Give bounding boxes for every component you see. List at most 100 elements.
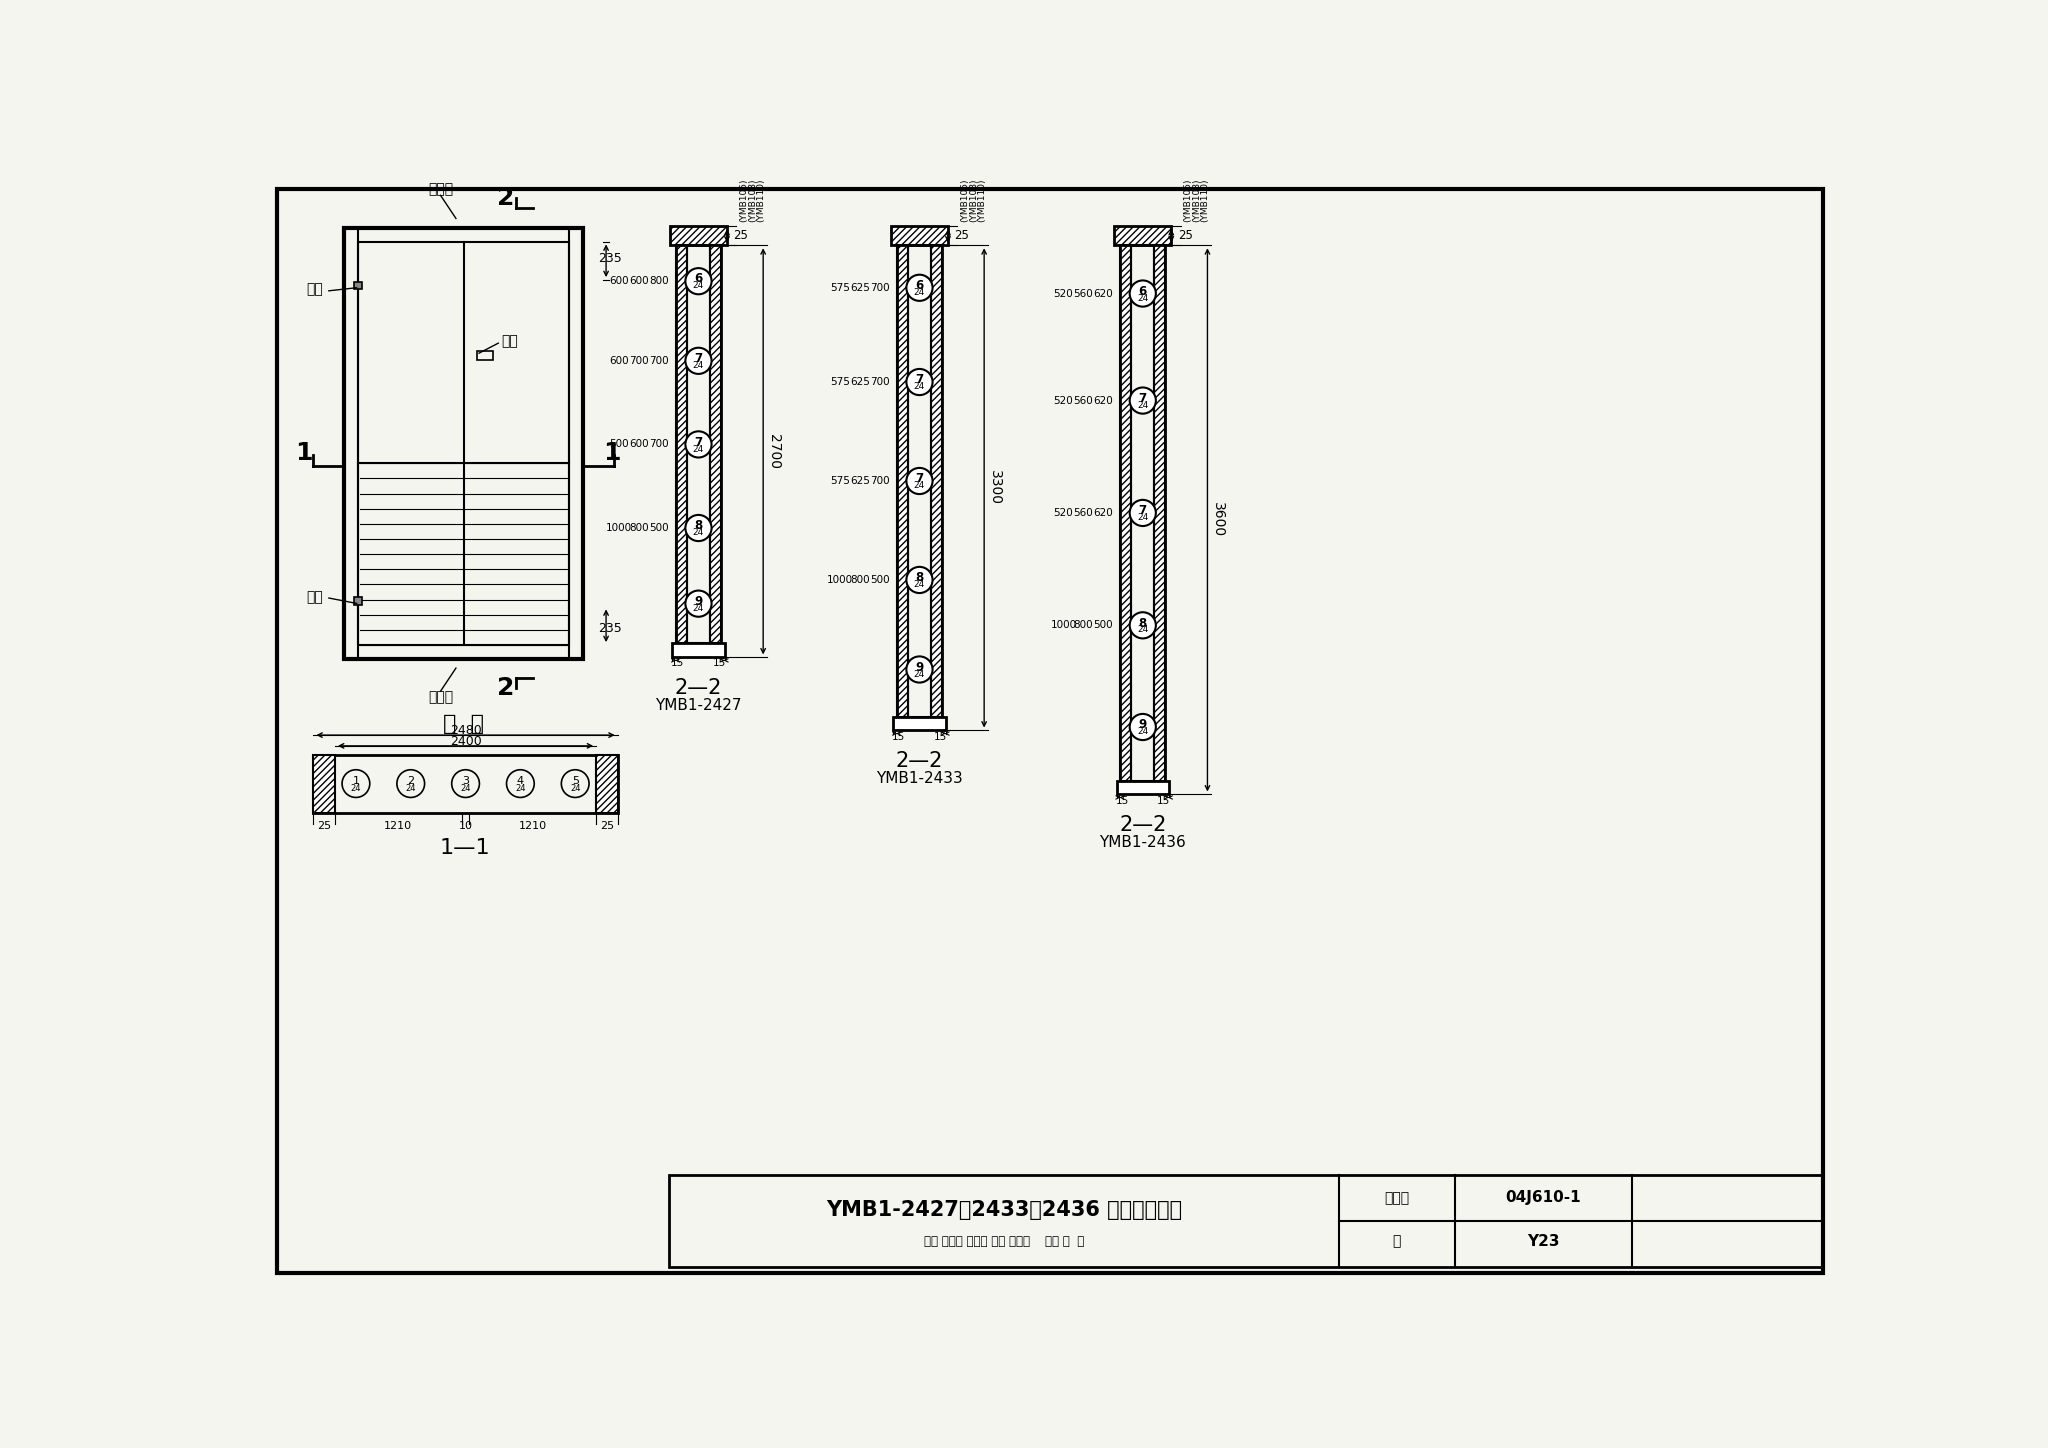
Circle shape (1130, 714, 1155, 740)
Bar (897, 245, 942, 717)
Circle shape (907, 468, 932, 494)
Text: 1—1: 1—1 (440, 837, 489, 857)
Text: 1210: 1210 (518, 821, 547, 831)
Text: 3: 3 (463, 776, 469, 785)
Text: 门月: 门月 (502, 334, 518, 349)
Text: 700: 700 (629, 356, 649, 366)
Circle shape (686, 591, 711, 617)
Text: 800: 800 (850, 575, 870, 585)
Bar (569, 227, 584, 659)
Text: 560: 560 (1073, 508, 1094, 518)
Text: (YMB108): (YMB108) (969, 178, 977, 223)
Text: 24: 24 (1137, 401, 1149, 410)
Text: 7: 7 (694, 436, 702, 449)
Text: YMB1-2427: YMB1-2427 (655, 698, 741, 712)
Text: 2700: 2700 (766, 434, 780, 469)
Text: 24: 24 (692, 445, 705, 453)
Circle shape (1130, 281, 1155, 307)
Bar (358, 242, 569, 644)
Text: 2—2: 2—2 (674, 678, 723, 698)
Text: 700: 700 (870, 282, 891, 292)
Text: 9: 9 (694, 595, 702, 608)
Text: YMB1-2436: YMB1-2436 (1100, 834, 1186, 850)
Circle shape (907, 275, 932, 301)
Text: 24: 24 (913, 581, 926, 589)
Text: 575: 575 (829, 476, 850, 487)
Circle shape (907, 656, 932, 682)
Text: 下插销: 下插销 (428, 691, 453, 704)
Text: 24: 24 (406, 783, 416, 792)
Text: 25: 25 (600, 821, 614, 831)
Text: 7: 7 (915, 472, 924, 485)
Text: 800: 800 (629, 523, 649, 533)
Text: 9: 9 (915, 660, 924, 673)
Text: 15: 15 (713, 659, 725, 669)
Text: 24: 24 (350, 783, 360, 792)
Text: 560: 560 (1073, 395, 1094, 405)
Bar (686, 245, 711, 643)
Text: 3600: 3600 (1210, 502, 1225, 537)
Circle shape (1130, 500, 1155, 526)
Text: 7: 7 (694, 352, 702, 365)
Bar (313, 754, 336, 812)
Text: 520: 520 (1053, 508, 1073, 518)
Text: 8: 8 (694, 520, 702, 533)
Text: 700: 700 (649, 356, 670, 366)
Circle shape (686, 268, 711, 294)
Text: Y23: Y23 (1528, 1234, 1559, 1248)
Text: 8: 8 (1139, 617, 1147, 630)
Bar (897, 245, 907, 717)
Text: 625: 625 (850, 476, 870, 487)
Text: 上插销: 上插销 (428, 182, 453, 195)
Bar (670, 1174, 1823, 1267)
Bar (1120, 245, 1130, 780)
Text: 15: 15 (893, 731, 905, 741)
Bar (354, 597, 362, 605)
Text: 24: 24 (913, 382, 926, 391)
Text: 2: 2 (408, 776, 414, 785)
Text: 24: 24 (1137, 294, 1149, 303)
Text: 4: 4 (516, 776, 524, 785)
Bar (344, 227, 358, 659)
Bar (1120, 245, 1165, 780)
Text: 24: 24 (1137, 727, 1149, 736)
Bar (477, 350, 494, 361)
Text: 15: 15 (672, 659, 684, 669)
Text: 1210: 1210 (385, 821, 412, 831)
Bar (670, 226, 727, 245)
Text: 15: 15 (1116, 795, 1128, 805)
Circle shape (907, 369, 932, 395)
Text: 600: 600 (610, 277, 629, 287)
Bar (891, 226, 948, 245)
Bar (1155, 245, 1165, 780)
Text: 235: 235 (598, 621, 623, 634)
Bar (672, 643, 725, 657)
Text: (YMB110): (YMB110) (977, 178, 987, 223)
Text: 24: 24 (692, 529, 705, 537)
Text: 520: 520 (1053, 395, 1073, 405)
Text: 1000: 1000 (827, 575, 854, 585)
Bar (354, 281, 362, 290)
Text: 24: 24 (913, 481, 926, 489)
Text: (YMB108): (YMB108) (1192, 178, 1202, 223)
Text: 6: 6 (1139, 285, 1147, 298)
Bar (1130, 245, 1155, 780)
Bar (676, 245, 721, 643)
Text: 5: 5 (571, 776, 580, 785)
Text: 500: 500 (1094, 620, 1114, 630)
Text: 24: 24 (569, 783, 580, 792)
Text: 800: 800 (1073, 620, 1094, 630)
Text: 7: 7 (1139, 392, 1147, 405)
Text: (YMB110): (YMB110) (1200, 178, 1210, 223)
Bar (1116, 780, 1169, 795)
Text: 04J610-1: 04J610-1 (1505, 1190, 1581, 1205)
Bar (1114, 226, 1171, 245)
Bar (313, 754, 618, 812)
Text: 审核 王振光 乙沁光 校对 李正周    设计 洪  森: 审核 王振光 乙沁光 校对 李正周 设计 洪 森 (924, 1235, 1083, 1248)
Bar (596, 754, 618, 812)
Text: 2480: 2480 (451, 724, 481, 737)
Text: 24: 24 (516, 783, 526, 792)
Text: YMB1-2427、2433、2436 立面、剪面图: YMB1-2427、2433、2436 立面、剪面图 (825, 1200, 1182, 1219)
Text: 700: 700 (870, 376, 891, 387)
Text: 700: 700 (870, 476, 891, 487)
